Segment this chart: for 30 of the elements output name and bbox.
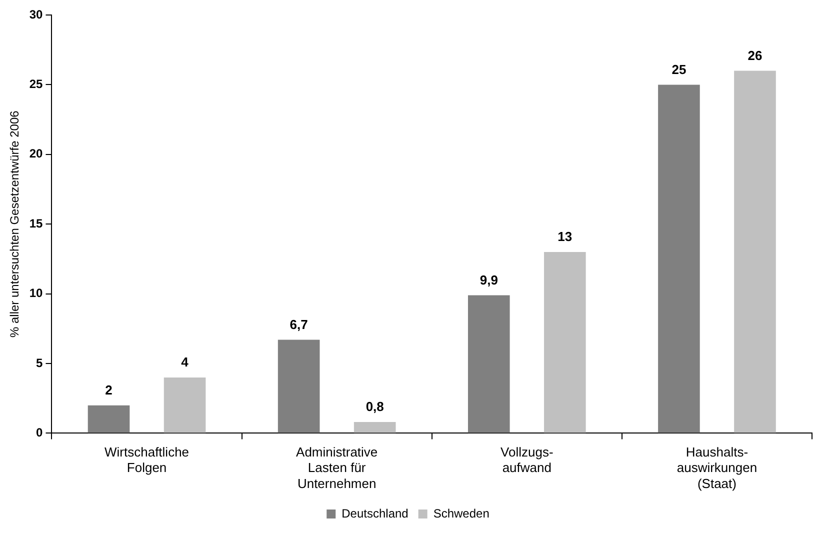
data-label: 6,7 <box>290 316 308 332</box>
bar <box>354 422 396 433</box>
data-label: 4 <box>181 354 190 370</box>
y-tick-label: 0 <box>36 426 44 440</box>
y-tick-label: 5 <box>36 356 44 370</box>
y-axis-title: % aller untersuchten Gesetzentwürfe 2006 <box>8 110 22 338</box>
data-label: 13 <box>558 229 572 244</box>
data-label: 25 <box>672 62 686 77</box>
legend-label: Schweden <box>433 506 490 520</box>
bar <box>544 252 586 433</box>
y-tick-label: 30 <box>29 7 44 22</box>
y-tick-label: 25 <box>29 77 44 92</box>
bar <box>658 84 700 433</box>
y-tick-label: 10 <box>29 286 44 300</box>
bar <box>88 405 130 433</box>
y-tick-label: 20 <box>29 146 44 161</box>
x-tick-label: Wirtschaftliche Folgen <box>104 444 190 476</box>
bar <box>468 295 510 433</box>
bar <box>734 70 776 433</box>
data-label: 9,9 <box>480 272 498 288</box>
legend-label: Deutschland <box>342 506 408 520</box>
x-tick-label: Administrative Lasten für Unternehmen <box>296 444 378 491</box>
x-tick-label: Vollzugs- aufwand <box>500 444 554 476</box>
y-tick-label: 15 <box>29 216 44 230</box>
x-tick-label: Haushalts- auswirkungen (Staat) <box>676 444 758 491</box>
bar <box>278 340 320 433</box>
bar <box>164 377 206 433</box>
data-label: 26 <box>748 48 762 63</box>
data-label: 0,8 <box>366 399 384 414</box>
data-label: 2 <box>105 382 112 398</box>
